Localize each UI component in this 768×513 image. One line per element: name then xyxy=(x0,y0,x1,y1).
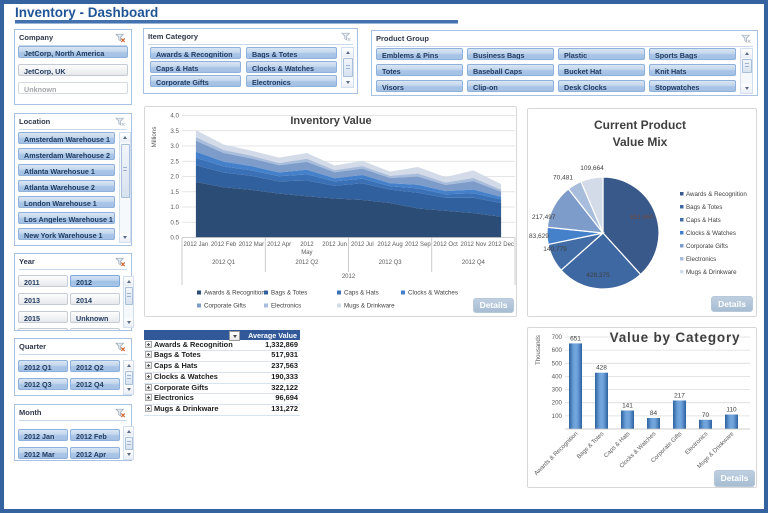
svg-text:Electronics: Electronics xyxy=(686,256,716,263)
svg-text:Awards & Recognition: Awards & Recognition xyxy=(533,431,579,477)
svg-text:140,779: 140,779 xyxy=(543,246,567,253)
svg-text:2012 Oct: 2012 Oct xyxy=(433,242,458,248)
svg-text:2012: 2012 xyxy=(300,242,314,248)
svg-text:Current Product: Current Product xyxy=(593,118,685,132)
svg-text:2012 Q1: 2012 Q1 xyxy=(212,260,236,266)
svg-text:Corporate Gifts: Corporate Gifts xyxy=(204,303,246,310)
svg-text:141: 141 xyxy=(622,403,633,410)
svg-text:Clocks & Watches: Clocks & Watches xyxy=(408,290,458,297)
svg-text:Value Mix: Value Mix xyxy=(612,135,667,149)
svg-text:217,497: 217,497 xyxy=(532,214,556,221)
svg-text:3.5: 3.5 xyxy=(170,128,179,135)
svg-text:2.0: 2.0 xyxy=(170,174,179,181)
svg-text:83,629: 83,629 xyxy=(529,233,549,240)
svg-text:109,664: 109,664 xyxy=(580,165,604,172)
svg-text:Caps & Hats: Caps & Hats xyxy=(686,217,721,224)
svg-text:2012 Feb: 2012 Feb xyxy=(211,242,237,248)
svg-text:84: 84 xyxy=(649,410,657,417)
svg-text:Value by Category: Value by Category xyxy=(609,330,740,345)
svg-text:217: 217 xyxy=(674,393,685,400)
svg-text:Awards & Recognition: Awards & Recognition xyxy=(686,191,747,198)
svg-text:Awards & Recognition: Awards & Recognition xyxy=(204,290,265,297)
svg-text:428: 428 xyxy=(596,365,607,372)
svg-text:100: 100 xyxy=(551,413,562,420)
svg-text:3.0: 3.0 xyxy=(170,143,179,150)
svg-text:70: 70 xyxy=(701,412,709,419)
svg-text:300: 300 xyxy=(551,387,562,394)
svg-text:2012 Jan: 2012 Jan xyxy=(184,242,209,248)
svg-text:Caps & Hats: Caps & Hats xyxy=(344,290,379,297)
svg-text:Bags & Totes: Bags & Totes xyxy=(686,204,722,211)
svg-text:1.0: 1.0 xyxy=(170,204,179,211)
svg-text:Clocks & Watches: Clocks & Watches xyxy=(686,230,736,237)
svg-text:2012 Mar: 2012 Mar xyxy=(239,242,264,248)
svg-text:2012: 2012 xyxy=(342,274,356,280)
svg-text:400: 400 xyxy=(551,373,562,380)
svg-text:Bags & Totes: Bags & Totes xyxy=(576,431,605,460)
svg-text:70,481: 70,481 xyxy=(553,175,573,182)
svg-text:2012 Nov: 2012 Nov xyxy=(461,242,487,248)
svg-text:2012 Jun: 2012 Jun xyxy=(322,242,347,248)
svg-text:Electronics: Electronics xyxy=(271,303,301,310)
svg-text:Thousands: Thousands xyxy=(536,335,542,365)
svg-text:500: 500 xyxy=(551,360,562,367)
svg-text:2012 Aug: 2012 Aug xyxy=(377,242,402,248)
svg-text:Inventory Value: Inventory Value xyxy=(290,115,371,127)
svg-text:651: 651 xyxy=(570,335,581,342)
svg-text:Millions: Millions xyxy=(151,127,158,148)
svg-text:0.5: 0.5 xyxy=(170,219,179,226)
svg-text:428,375: 428,375 xyxy=(586,272,610,279)
svg-text:0.0: 0.0 xyxy=(170,235,179,242)
svg-text:2012 Jul: 2012 Jul xyxy=(351,242,374,248)
svg-text:4.0: 4.0 xyxy=(170,113,179,120)
svg-text:200: 200 xyxy=(551,400,562,407)
svg-text:2012 Dec: 2012 Dec xyxy=(488,242,514,248)
svg-text:2.5: 2.5 xyxy=(170,158,179,165)
svg-text:Electronics: Electronics xyxy=(684,431,709,456)
svg-text:110: 110 xyxy=(726,407,737,414)
svg-text:700: 700 xyxy=(551,334,562,341)
svg-text:Mugs & Drinkware: Mugs & Drinkware xyxy=(344,303,395,310)
svg-text:2012 Q3: 2012 Q3 xyxy=(379,260,403,266)
svg-text:2012 Q4: 2012 Q4 xyxy=(462,260,486,266)
svg-text:651,660: 651,660 xyxy=(630,214,654,221)
svg-text:Mugs & Drinkware: Mugs & Drinkware xyxy=(686,269,737,276)
svg-text:Caps & Hats: Caps & Hats xyxy=(603,431,631,459)
svg-text:May: May xyxy=(301,250,312,256)
svg-text:Corporate Gifts: Corporate Gifts xyxy=(686,243,728,250)
svg-text:600: 600 xyxy=(551,347,562,354)
svg-text:2012 Apr: 2012 Apr xyxy=(267,242,291,248)
svg-text:2012 Sep: 2012 Sep xyxy=(405,242,431,248)
svg-text:2012 Q2: 2012 Q2 xyxy=(295,260,319,266)
svg-text:Bags & Totes: Bags & Totes xyxy=(271,290,307,297)
svg-text:1.5: 1.5 xyxy=(170,189,179,196)
